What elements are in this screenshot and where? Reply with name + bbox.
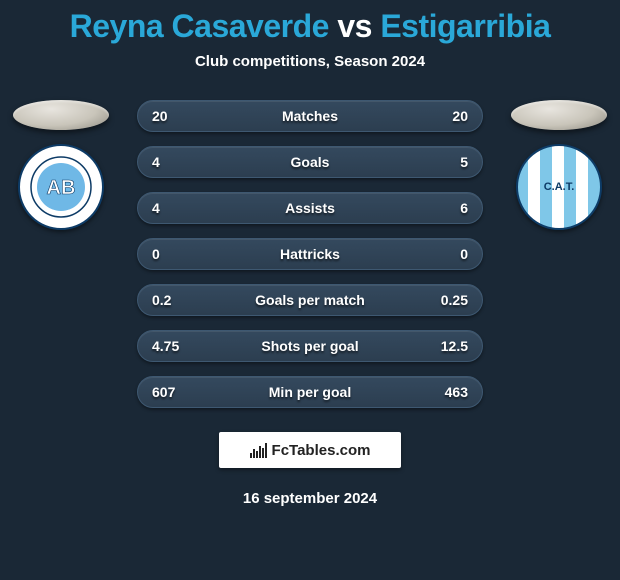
stat-value-right: 20 [452, 108, 468, 124]
stat-value-left: 4.75 [152, 338, 179, 354]
stat-value-right: 6 [460, 200, 468, 216]
stat-value-right: 12.5 [441, 338, 468, 354]
watermark-badge: FcTables.com [219, 432, 401, 468]
stat-value-right: 463 [445, 384, 468, 400]
stat-row: 4 Assists 6 [137, 192, 483, 224]
stat-label: Hattricks [280, 246, 340, 262]
stat-value-left: 4 [152, 154, 160, 170]
stat-value-left: 0.2 [152, 292, 171, 308]
stat-label: Min per goal [269, 384, 351, 400]
stat-value-right: 0 [460, 246, 468, 262]
stat-row: 20 Matches 20 [137, 100, 483, 132]
stat-value-right: 5 [460, 154, 468, 170]
date-line: 16 september 2024 [0, 490, 620, 507]
subtitle: Club competitions, Season 2024 [0, 53, 620, 70]
stat-label: Goals per match [255, 292, 365, 308]
player2-avatar-slot: C.A.T. [504, 100, 614, 230]
page-title: Reyna Casaverde vs Estigarribia [0, 0, 620, 45]
stat-row: 4.75 Shots per goal 12.5 [137, 330, 483, 362]
stat-value-right: 0.25 [441, 292, 468, 308]
stat-value-left: 0 [152, 246, 160, 262]
stat-value-left: 607 [152, 384, 175, 400]
stat-label: Goals [291, 154, 330, 170]
title-vs: vs [337, 8, 372, 44]
stats-column: 20 Matches 20 4 Goals 5 4 Assists 6 0 Hattricks 0 0.… [137, 100, 483, 408]
player2-head-placeholder-icon [511, 100, 607, 130]
svg-text:C.A.T.: C.A.T. [544, 181, 575, 193]
title-player1: Reyna Casaverde [70, 8, 329, 44]
stat-row: 0.2 Goals per match 0.25 [137, 284, 483, 316]
stat-row: 4 Goals 5 [137, 146, 483, 178]
player1-head-placeholder-icon [13, 100, 109, 130]
player1-avatar-slot: AB [6, 100, 116, 230]
stat-label: Shots per goal [261, 338, 358, 354]
watermark-text: FcTables.com [272, 442, 371, 459]
stat-row: 0 Hattricks 0 [137, 238, 483, 270]
player1-club-badge-icon: AB [18, 144, 104, 230]
stat-value-left: 20 [152, 108, 168, 124]
bar-chart-icon [250, 442, 267, 458]
svg-text:AB: AB [47, 177, 76, 199]
stat-value-left: 4 [152, 200, 160, 216]
stat-label: Matches [282, 108, 338, 124]
stat-label: Assists [285, 200, 335, 216]
title-player2: Estigarribia [380, 8, 550, 44]
stat-row: 607 Min per goal 463 [137, 376, 483, 408]
comparison-panel: AB C.A.T. 20 Matches 20 4 Goals 5 4 [0, 100, 620, 408]
player2-club-badge-icon: C.A.T. [516, 144, 602, 230]
